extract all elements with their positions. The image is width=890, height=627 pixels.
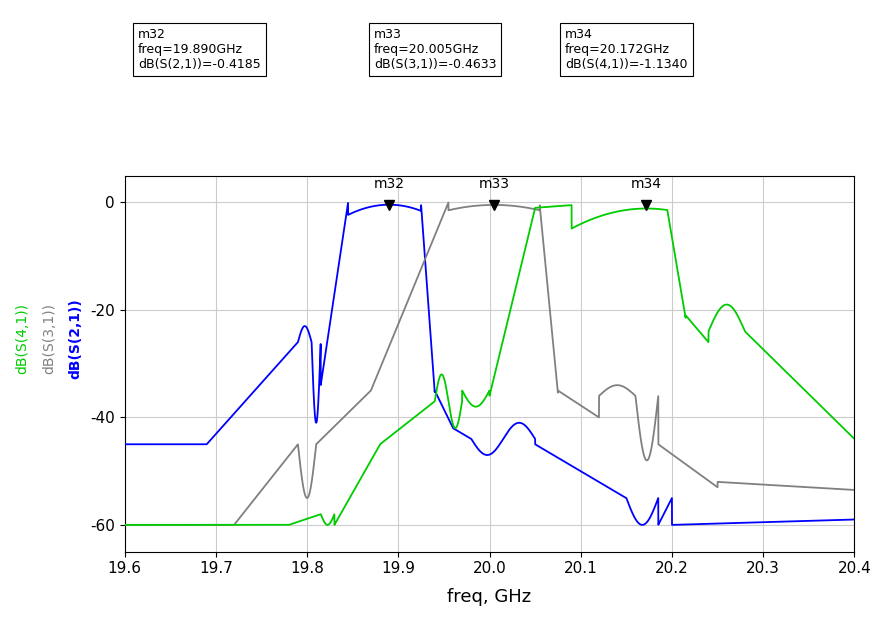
X-axis label: freq, GHz: freq, GHz — [448, 587, 531, 606]
Text: dB(S(4,1)): dB(S(4,1)) — [15, 303, 29, 374]
Text: m33: m33 — [479, 177, 510, 191]
Text: dB(S(2,1)): dB(S(2,1)) — [69, 298, 83, 379]
Text: m32: m32 — [374, 177, 405, 191]
Text: m32
freq=19.890GHz
dB(S(2,1))=-0.4185: m32 freq=19.890GHz dB(S(2,1))=-0.4185 — [138, 28, 261, 71]
Text: m34
freq=20.172GHz
dB(S(4,1))=-1.1340: m34 freq=20.172GHz dB(S(4,1))=-1.1340 — [565, 28, 688, 71]
Text: m33
freq=20.005GHz
dB(S(3,1))=-0.4633: m33 freq=20.005GHz dB(S(3,1))=-0.4633 — [374, 28, 497, 71]
Text: m34: m34 — [631, 177, 662, 191]
Text: dB(S(3,1)): dB(S(3,1)) — [42, 303, 56, 374]
